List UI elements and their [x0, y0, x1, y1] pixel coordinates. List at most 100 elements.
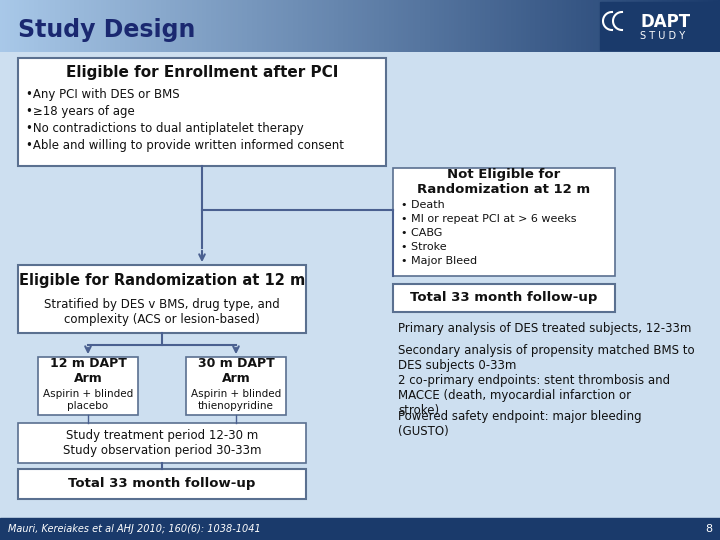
Bar	[283, 0, 286, 52]
Text: 8: 8	[705, 524, 712, 534]
Text: Not Eligible for
Randomization at 12 m: Not Eligible for Randomization at 12 m	[418, 168, 590, 196]
Bar	[477, 0, 480, 52]
Bar	[639, 0, 642, 52]
Bar	[27, 0, 30, 52]
Bar	[423, 0, 426, 52]
Bar	[538, 0, 541, 52]
Bar	[202, 0, 204, 52]
Bar	[593, 0, 595, 52]
Bar	[413, 0, 415, 52]
Text: •No contradictions to dual antiplatelet therapy: •No contradictions to dual antiplatelet …	[26, 122, 304, 135]
Bar	[86, 0, 89, 52]
Bar	[650, 0, 653, 52]
Bar	[240, 0, 243, 52]
Bar	[153, 0, 156, 52]
Bar	[506, 0, 509, 52]
Bar	[329, 0, 332, 52]
Bar	[396, 0, 399, 52]
Text: DAPT: DAPT	[640, 13, 690, 31]
Bar	[480, 0, 483, 52]
Bar	[646, 0, 649, 52]
Bar	[523, 0, 526, 52]
Bar	[703, 0, 706, 52]
Bar	[425, 0, 428, 52]
Bar	[18, 423, 306, 463]
Bar	[341, 0, 343, 52]
Text: Study treatment period 12-30 m
Study observation period 30-33m: Study treatment period 12-30 m Study obs…	[63, 429, 261, 457]
Bar	[14, 0, 17, 52]
Bar	[576, 0, 579, 52]
Bar	[257, 0, 260, 52]
Bar	[545, 0, 548, 52]
Bar	[346, 0, 348, 52]
Bar	[468, 0, 471, 52]
Bar	[151, 0, 154, 52]
Bar	[216, 0, 219, 52]
Bar	[310, 0, 312, 52]
Text: Secondary analysis of propensity matched BMS to
DES subjects 0-33m: Secondary analysis of propensity matched…	[398, 344, 695, 372]
Bar	[516, 0, 519, 52]
Bar	[348, 0, 351, 52]
Bar	[358, 0, 361, 52]
Bar	[67, 0, 70, 52]
Bar	[521, 0, 523, 52]
Bar	[199, 0, 202, 52]
Bar	[398, 0, 401, 52]
Bar	[437, 0, 440, 52]
Bar	[186, 357, 286, 415]
Bar	[718, 0, 720, 52]
Bar	[317, 0, 320, 52]
Text: • Major Bleed: • Major Bleed	[401, 256, 477, 266]
Bar	[567, 0, 570, 52]
Bar	[110, 0, 113, 52]
Bar	[331, 0, 334, 52]
Bar	[549, 0, 552, 52]
Text: Eligible for Randomization at 12 m: Eligible for Randomization at 12 m	[19, 273, 305, 288]
Bar	[528, 0, 531, 52]
Bar	[221, 0, 224, 52]
Bar	[53, 0, 55, 52]
Bar	[142, 0, 145, 52]
Text: 12 m DAPT
Arm: 12 m DAPT Arm	[50, 357, 127, 385]
Bar	[369, 0, 372, 52]
Text: Aspirin + blinded
placebo: Aspirin + blinded placebo	[43, 389, 133, 410]
Bar	[101, 0, 104, 52]
Bar	[713, 0, 716, 52]
Bar	[89, 0, 91, 52]
Bar	[163, 0, 166, 52]
Bar	[626, 0, 629, 52]
Bar	[261, 0, 264, 52]
Bar	[58, 0, 60, 52]
Bar	[629, 0, 631, 52]
Bar	[401, 0, 404, 52]
Bar	[48, 0, 51, 52]
Bar	[634, 0, 636, 52]
Bar	[182, 0, 185, 52]
Bar	[307, 0, 310, 52]
Bar	[415, 0, 418, 52]
Bar	[194, 0, 197, 52]
Bar	[50, 0, 53, 52]
Bar	[461, 0, 464, 52]
Bar	[624, 0, 627, 52]
Bar	[682, 0, 685, 52]
Bar	[569, 0, 572, 52]
Bar	[581, 0, 584, 52]
Bar	[106, 0, 109, 52]
Bar	[264, 0, 267, 52]
Bar	[204, 0, 207, 52]
Bar	[125, 0, 127, 52]
Bar	[499, 0, 502, 52]
Bar	[684, 0, 687, 52]
Bar	[178, 0, 181, 52]
Bar	[657, 0, 660, 52]
Bar	[636, 0, 639, 52]
Bar	[430, 0, 433, 52]
Bar	[362, 0, 365, 52]
Text: • Death: • Death	[401, 200, 445, 210]
Bar	[578, 0, 581, 52]
Bar	[470, 0, 473, 52]
Bar	[12, 0, 15, 52]
Bar	[485, 0, 487, 52]
Bar	[610, 0, 613, 52]
